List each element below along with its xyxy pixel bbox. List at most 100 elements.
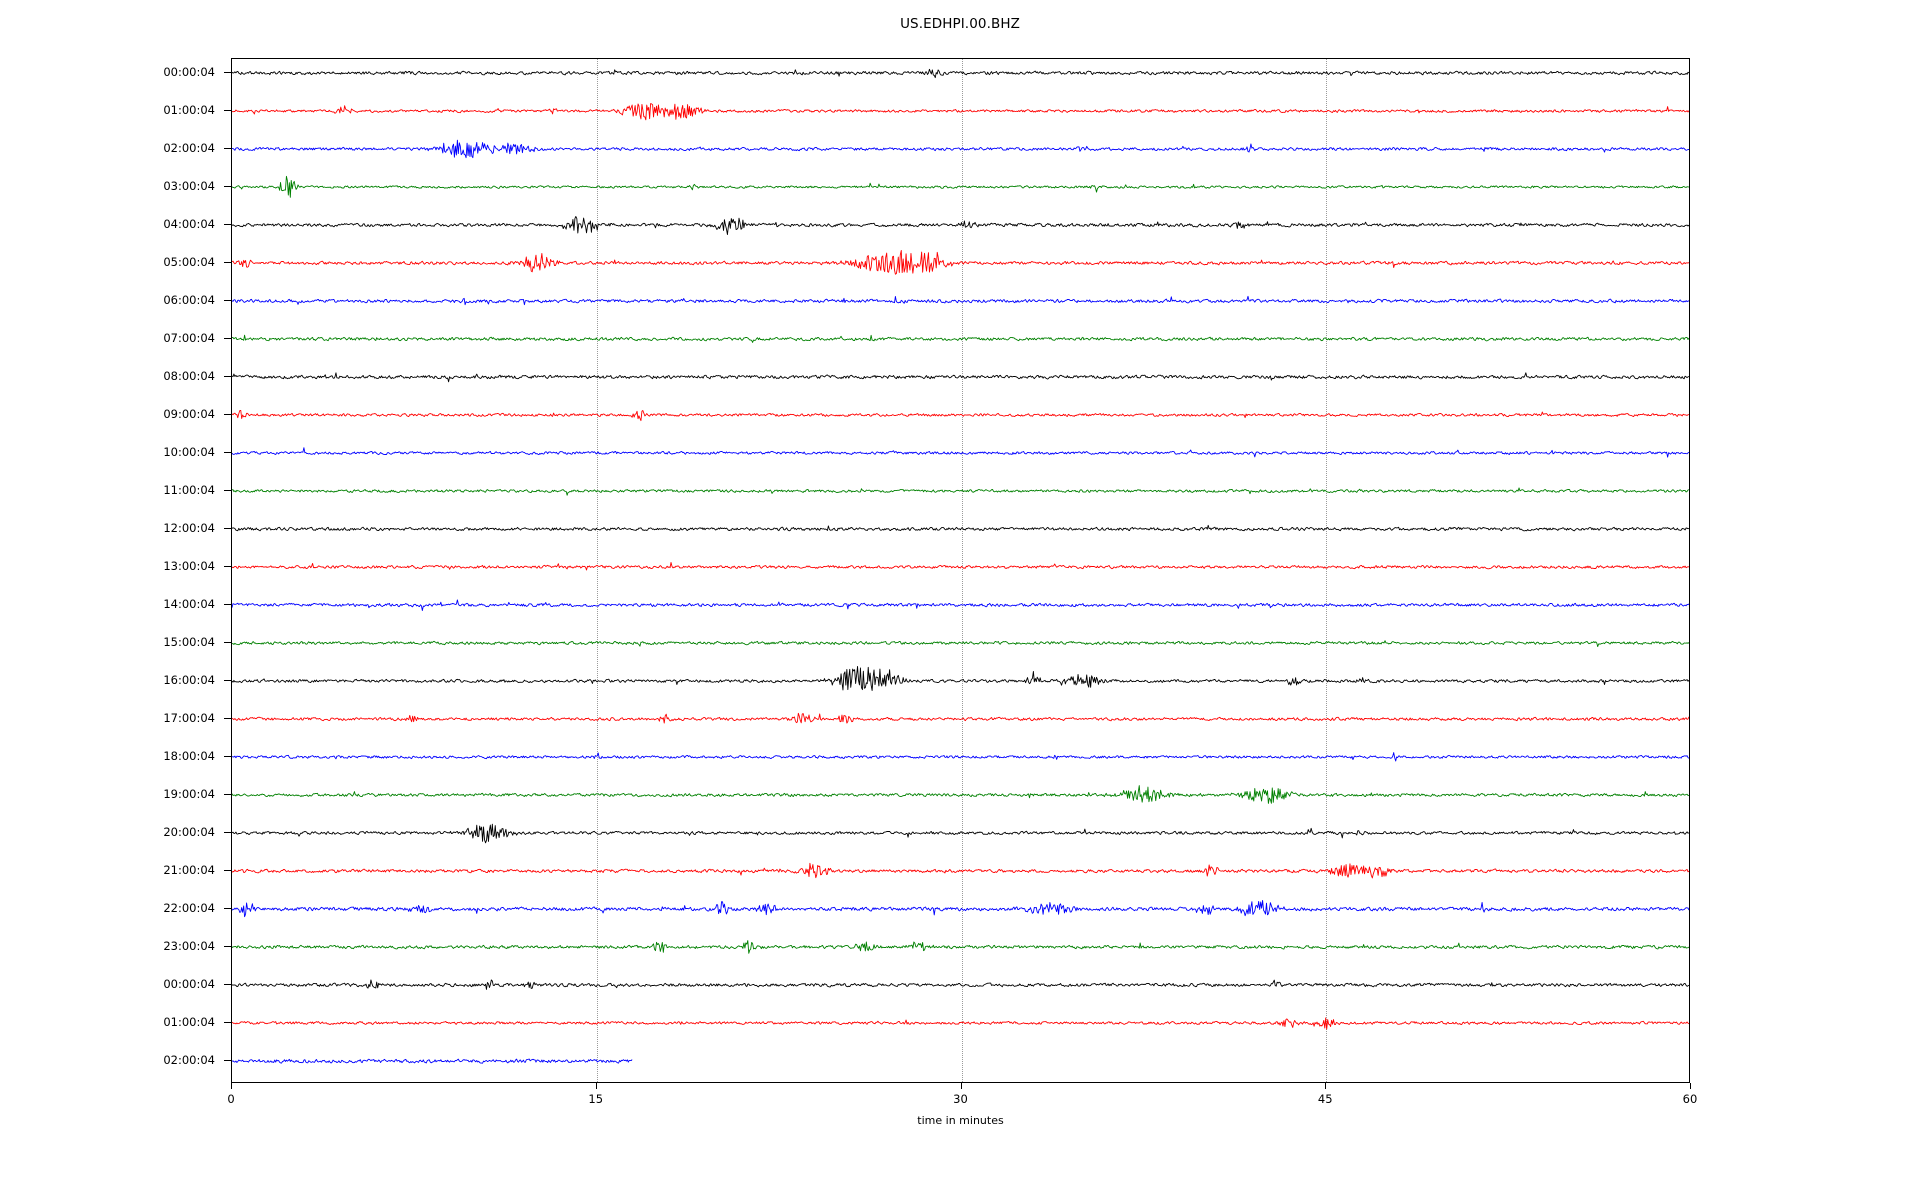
- trace-line: [232, 1017, 1689, 1030]
- trace-svg: [232, 524, 1689, 532]
- trace-svg: [232, 899, 1689, 918]
- y-tick-mark: [224, 72, 231, 73]
- y-tick-mark: [224, 262, 231, 263]
- seismogram-trace: [232, 506, 1689, 552]
- trace-svg: [232, 1017, 1689, 1030]
- trace-line: [232, 175, 1689, 198]
- y-tick-label: 18:00:04: [163, 749, 215, 763]
- x-axis-title: time in minutes: [917, 1114, 1004, 1127]
- trace-svg: [232, 940, 1689, 954]
- y-tick-mark: [224, 756, 231, 757]
- y-tick-label: 17:00:04: [163, 711, 215, 725]
- y-tick-label: 04:00:04: [163, 217, 215, 231]
- seismogram-trace: [232, 1038, 1689, 1082]
- trace-line: [232, 250, 1689, 275]
- seismogram-trace: [232, 620, 1689, 666]
- y-tick-label: 21:00:04: [163, 863, 215, 877]
- trace-svg: [232, 823, 1689, 844]
- trace-svg: [232, 250, 1689, 275]
- y-tick-mark: [224, 1022, 231, 1023]
- y-tick-mark: [224, 490, 231, 491]
- y-tick-label: 23:00:04: [163, 939, 215, 953]
- y-tick-mark: [224, 908, 231, 909]
- seismogram-trace: [232, 240, 1689, 286]
- seismogram-trace: [232, 278, 1689, 324]
- x-tick-label: 60: [1682, 1092, 1698, 1106]
- trace-line: [232, 372, 1689, 383]
- trace-line: [232, 103, 1689, 121]
- seismogram-trace: [232, 164, 1689, 210]
- trace-svg: [232, 1058, 633, 1064]
- trace-line: [232, 979, 1689, 990]
- y-tick-label: 12:00:04: [163, 521, 215, 535]
- y-tick-mark: [224, 186, 231, 187]
- y-tick-mark: [224, 604, 231, 605]
- seismogram-trace: [232, 924, 1689, 970]
- y-tick-mark: [224, 300, 231, 301]
- trace-svg: [232, 447, 1689, 458]
- trace-line: [232, 68, 1689, 79]
- trace-line: [232, 447, 1689, 458]
- y-tick-label: 15:00:04: [163, 635, 215, 649]
- y-tick-label: 14:00:04: [163, 597, 215, 611]
- trace-svg: [232, 599, 1689, 611]
- y-tick-label: 05:00:04: [163, 255, 215, 269]
- y-tick-label: 02:00:04: [163, 1053, 215, 1067]
- gridline-vertical: [596, 59, 598, 1082]
- y-tick-label: 01:00:04: [163, 1015, 215, 1029]
- x-tick-mark: [1690, 1083, 1691, 1089]
- trace-svg: [232, 139, 1689, 159]
- seismogram-trace: [232, 848, 1689, 894]
- y-tick-mark: [224, 148, 231, 149]
- trace-svg: [232, 862, 1689, 879]
- seismogram-trace: [232, 1000, 1689, 1046]
- trace-line: [232, 599, 1689, 611]
- y-tick-mark: [224, 680, 231, 681]
- y-tick-mark: [224, 224, 231, 225]
- seismogram-trace: [232, 430, 1689, 476]
- seismogram-trace: [232, 392, 1689, 438]
- y-tick-label: 07:00:04: [163, 331, 215, 345]
- y-tick-label: 11:00:04: [163, 483, 215, 497]
- trace-line: [232, 823, 1689, 844]
- page-title: US.EDHPI.00.BHZ: [900, 16, 1020, 32]
- gridline-vertical: [961, 59, 963, 1082]
- y-tick-mark: [224, 566, 231, 567]
- y-tick-label: 03:00:04: [163, 179, 215, 193]
- y-tick-mark: [224, 642, 231, 643]
- trace-line: [232, 334, 1689, 343]
- seismogram-trace: [232, 772, 1689, 818]
- x-tick-label: 45: [1317, 1092, 1333, 1106]
- y-tick-label: 00:00:04: [163, 977, 215, 991]
- y-tick-label: 13:00:04: [163, 559, 215, 573]
- trace-svg: [232, 785, 1689, 804]
- seismogram-trace: [232, 734, 1689, 780]
- y-tick-mark: [224, 718, 231, 719]
- trace-svg: [232, 752, 1689, 762]
- plot-area: [231, 58, 1690, 1083]
- trace-line: [232, 862, 1689, 879]
- y-tick-label: 08:00:04: [163, 369, 215, 383]
- x-tick-mark: [595, 1083, 597, 1089]
- x-tick-mark: [1325, 1083, 1327, 1089]
- trace-line: [232, 899, 1689, 918]
- trace-svg: [232, 372, 1689, 383]
- x-tick-mark: [231, 1083, 232, 1089]
- trace-line: [232, 712, 1689, 724]
- trace-line: [232, 752, 1689, 762]
- x-tick-label: 30: [953, 1092, 968, 1106]
- trace-svg: [232, 175, 1689, 198]
- y-tick-label: 22:00:04: [163, 901, 215, 915]
- y-tick-label: 19:00:04: [163, 787, 215, 801]
- y-tick-mark: [224, 452, 231, 453]
- seismogram-trace: [232, 582, 1689, 628]
- y-tick-label: 16:00:04: [163, 673, 215, 687]
- y-tick-mark: [224, 528, 231, 529]
- y-tick-label: 10:00:04: [163, 445, 215, 459]
- trace-svg: [232, 979, 1689, 990]
- x-tick-label: 15: [588, 1092, 604, 1106]
- x-tick-mark: [960, 1083, 962, 1089]
- seismogram-trace: [232, 316, 1689, 362]
- y-tick-mark: [224, 832, 231, 833]
- trace-svg: [232, 665, 1689, 691]
